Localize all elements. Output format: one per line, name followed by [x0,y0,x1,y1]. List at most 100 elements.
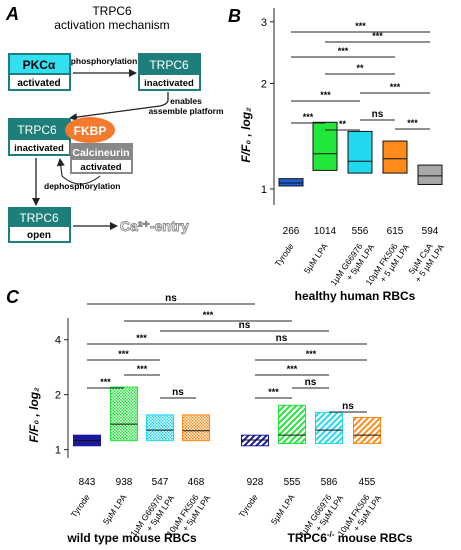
category-label: Tyrode [273,241,296,268]
panel-a-letter: A [5,4,19,24]
significance-label: *** [100,377,111,387]
calcineurin-label: Calcineurin [72,147,129,159]
calcineurin-state: activated [80,162,121,173]
y-tick-label: 1 [261,184,267,196]
enables-line2: assemble platform [148,106,224,116]
n-label: 266 [283,226,300,237]
box [347,130,373,174]
significance-label: ns [276,333,288,344]
significance-label: *** [355,21,366,31]
n-label: 586 [321,477,338,488]
significance-label: *** [372,31,383,41]
y-tick-label: 4 [55,335,61,347]
panel-c-group-ko: TRPC6-/- mouse RBCs [288,530,413,545]
significance-label: *** [287,364,298,374]
y-tick-label: 1 [55,445,61,457]
significance-label: ns [239,320,251,331]
n-label: 843 [79,477,96,488]
significance-label: ** [356,63,364,73]
significance-label: ns [305,377,317,388]
category-label: 5µM CsA+ 5 µM LPA [405,236,447,284]
category-label: 5µM LPA [101,492,129,526]
box [382,140,408,174]
category-label-line: 5µM LPA [101,492,129,526]
significance-label: *** [203,310,214,320]
panel-c-letter: C [6,287,20,307]
significance-label: *** [338,46,349,56]
box [182,414,210,442]
pkc-label: PKCα [23,58,56,72]
category-label: 5µM LPA [302,241,330,275]
ca-entry-label: Ca²⁺-entry [120,218,189,234]
panel-a-title-line1: TRPC6 [92,4,132,18]
category-label-line: Tyrode [237,492,260,519]
phosphorylation-label: phosphorylation [71,56,138,66]
category-label: Tyrode [69,492,92,519]
box [241,434,269,447]
box [417,164,443,185]
category-label: Tyrode [237,492,260,519]
n-label: 1014 [314,226,337,237]
panel-a: A TRPC6 activation mechanism PKCα activa… [5,4,224,243]
box [353,416,381,445]
panel-c: C F/F₀ , log₂ wild type mouse RBCs TRPC6… [6,287,413,545]
fkbp-label: FKBP [74,124,107,138]
dephosphorylation-label: dephosphorylation [44,181,121,191]
box [110,386,138,442]
significance-label: *** [136,333,147,343]
box [315,411,343,445]
n-label: 928 [247,477,264,488]
box [278,404,306,445]
pkc-state: activated [17,78,60,89]
significance-label: ns [342,401,354,412]
box [312,121,338,171]
trpc6-open-label: TRPC6 [19,211,59,225]
significance-label: *** [268,387,279,397]
trpc6-top-state: inactivated [144,78,194,89]
trpc6-open-state: open [27,230,51,241]
y-tick-label: 3 [261,17,267,29]
n-label: 615 [387,226,404,237]
n-label: 938 [116,477,133,488]
significance-label: *** [320,90,331,100]
panel-b-ylabel: F/F₀ , log₂ [239,107,253,163]
n-label: 556 [352,226,369,237]
n-label: 547 [152,477,169,488]
significance-label: ns [372,109,384,120]
panel-b-xlabel: healthy human RBCs [295,289,416,303]
trpc6-top-label: TRPC6 [149,58,189,72]
box [278,178,304,187]
trpc6-complex-label: TRPC6 [17,123,57,137]
fkbp-ellipse [65,117,115,143]
n-label: 594 [422,226,439,237]
significance-label: *** [137,364,148,374]
significance-label: *** [306,349,317,359]
category-label-line: Tyrode [273,241,296,268]
significance-label: ** [339,119,347,129]
category-label-line: 5µM LPA [269,492,297,526]
n-label: 455 [359,477,376,488]
significance-label: ns [172,387,184,398]
y-tick-label: 2 [261,79,267,91]
panel-c-group-wt: wild type mouse RBCs [66,531,197,545]
panel-c-ylabel: F/F₀ , log₂ [27,387,41,443]
category-label-line: Tyrode [69,492,92,519]
significance-label: *** [390,82,401,92]
box [146,414,174,442]
n-label: 468 [188,477,205,488]
feedback-arrow [56,158,101,185]
significance-label: ns [165,293,177,304]
y-tick-label: 2 [55,390,61,402]
category-label: 5µM LPA [269,492,297,526]
category-label-line: 5µM LPA [302,241,330,275]
enables-line1: enables [170,96,202,106]
n-label: 555 [284,477,301,488]
enables-arrow [69,92,169,122]
panel-b: B F/F₀ , log₂ healthy human RBCs 1 2 3 266 T… [228,6,446,303]
significance-label: *** [303,112,314,122]
panel-a-title-line2: activation mechanism [54,18,169,32]
trpc6-complex-state: inactivated [14,143,64,154]
panel-b-letter: B [228,6,241,26]
significance-label: *** [407,118,418,128]
